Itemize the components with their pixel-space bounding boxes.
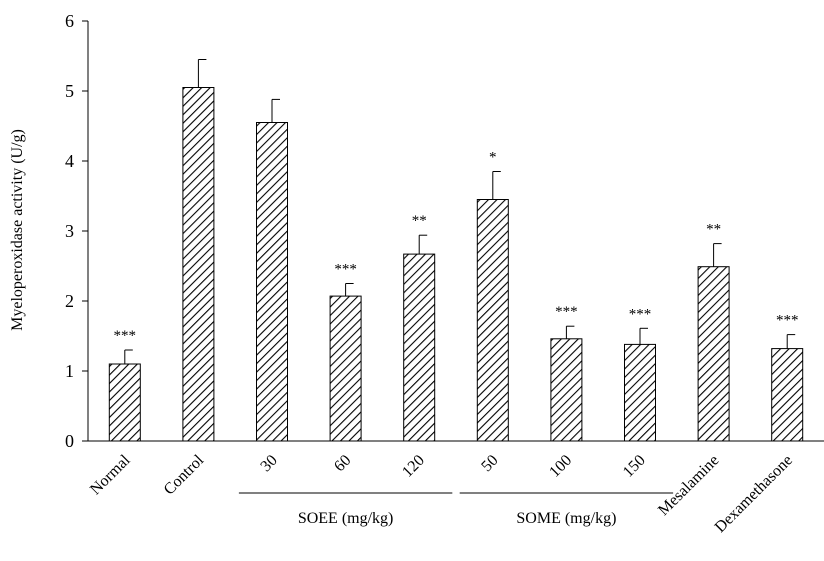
category-label: 150	[620, 452, 649, 481]
category-label: Mesalamine	[655, 452, 722, 519]
bar	[182, 87, 215, 442]
significance-label: *	[489, 150, 497, 166]
bars	[108, 59, 804, 442]
bar	[550, 338, 583, 442]
category-label: 60	[331, 452, 354, 475]
y-tick-label: 6	[65, 11, 74, 31]
significance-label: ***	[114, 328, 137, 344]
y-tick-label: 3	[65, 221, 74, 241]
group-label: SOEE (mg/kg)	[298, 510, 394, 527]
significance-label: ***	[555, 304, 578, 320]
bar	[329, 295, 362, 442]
significance-label: **	[412, 213, 427, 229]
bar	[476, 199, 509, 442]
bar	[771, 348, 804, 442]
y-tick-label: 1	[65, 361, 74, 381]
significance-label: ***	[629, 306, 652, 322]
y-tick-label: 2	[65, 291, 74, 311]
bar	[256, 122, 288, 442]
significance-label: ***	[334, 262, 357, 278]
group-label: SOME (mg/kg)	[516, 510, 616, 527]
category-label: Normal	[87, 451, 134, 498]
y-tick-label: 0	[65, 431, 74, 451]
bar	[697, 266, 730, 442]
significance-label: ***	[776, 313, 799, 329]
category-label: 50	[478, 452, 501, 475]
significance-label: **	[706, 222, 721, 238]
bar	[403, 253, 436, 442]
category-label: 120	[399, 452, 428, 481]
bar	[624, 343, 656, 442]
category-label: Control	[161, 451, 208, 498]
category-label: 30	[257, 452, 280, 475]
y-axis-label: Myeloperoxidase activity (U/g)	[9, 129, 26, 331]
category-label: 100	[546, 452, 575, 481]
y-tick-label: 5	[65, 81, 74, 101]
category-label: Dexamethasone	[712, 452, 796, 536]
bar	[108, 363, 141, 442]
y-tick-label: 4	[65, 151, 74, 171]
